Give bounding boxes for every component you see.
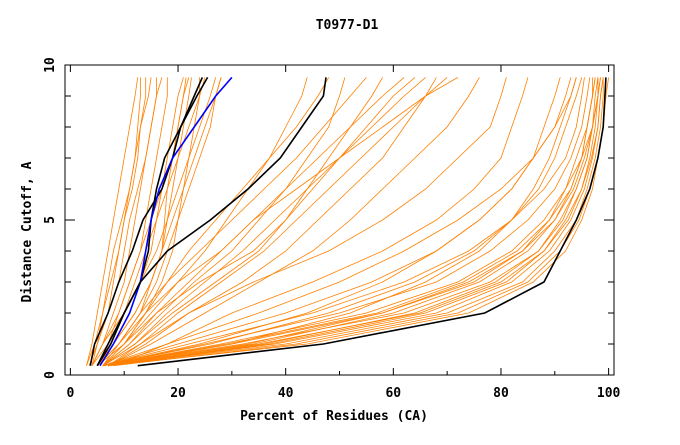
axis-ticks: 0 20 40 60 80 100 0 5 10 [43,57,621,401]
model-line-3 [86,77,147,366]
model-line-38 [113,77,607,367]
model-line-26 [102,77,383,367]
model-line-43 [102,77,583,367]
model-line-15 [96,77,187,366]
x-tick-label: 0 [66,386,74,401]
model-line-28 [102,77,507,367]
x-tick-label: 100 [597,386,621,401]
model-line-20 [107,77,448,367]
y-axis-label: Distance Cutoff, A [20,161,35,302]
model-line-27 [107,77,480,367]
model-line-25 [97,77,459,366]
model-line-29 [113,77,529,367]
y-tick-label: 10 [43,57,58,73]
model-line-37 [102,77,585,367]
highlight-line-blue [99,76,233,367]
highlight-line-black-3 [96,77,327,367]
model-line-35 [102,77,591,367]
model-line-19 [102,77,426,367]
x-axis-label: Percent of Residues (CA) [240,409,428,424]
model-line-5 [96,77,168,366]
model-line-4 [91,77,152,366]
model-line-46 [102,77,561,367]
model-line-23 [107,77,437,367]
model-line-42 [108,77,599,367]
x-tick-label: 80 [493,386,509,401]
x-tick-label: 20 [170,386,186,401]
model-line-16 [97,77,330,367]
model-line-12 [88,77,163,366]
series-lines [86,76,609,367]
model-line-49 [108,77,604,367]
x-tick-label: 40 [278,386,294,401]
model-line-39 [102,77,599,367]
model-line-0 [86,77,139,366]
model-line-45 [102,77,577,367]
y-tick-label: 5 [43,216,58,224]
y-tick-label: 0 [43,371,58,379]
highlight-line-black-4 [137,77,607,367]
model-line-1 [88,77,141,366]
model-line-21 [102,77,346,367]
model-line-11 [91,77,217,366]
chart-title: T0977-D1 [316,18,379,33]
x-tick-label: 60 [385,386,401,401]
model-line-22 [97,77,308,367]
model-line-48 [102,77,601,367]
